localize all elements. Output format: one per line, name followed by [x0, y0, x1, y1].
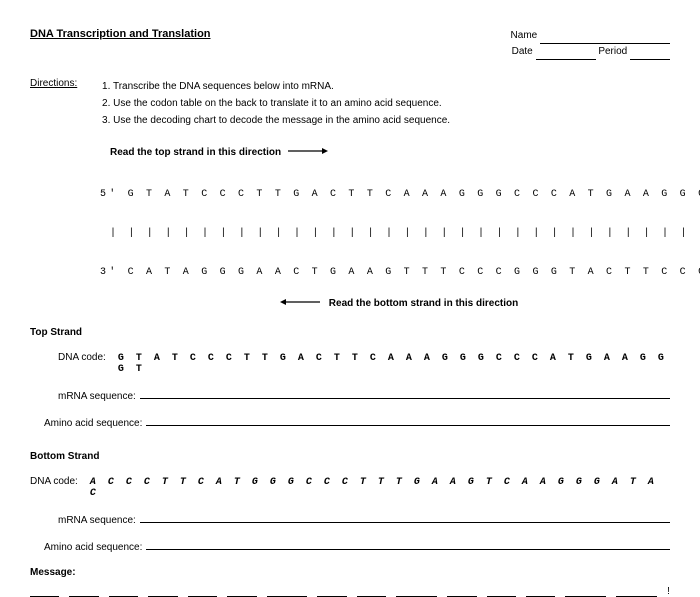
direction-item: 2. Use the codon table on the back to tr…: [102, 95, 450, 112]
bottom-aa-label: Amino acid sequence:: [44, 542, 142, 553]
directions-list: 1. Transcribe the DNA sequences below in…: [102, 78, 450, 129]
name-label: Name: [511, 30, 538, 41]
directions-label: Directions:: [30, 78, 77, 89]
seq-ticks: | | | | | | | | | | | | | | | | | | | | …: [110, 227, 670, 240]
bottom-aa-blank[interactable]: [146, 540, 670, 550]
period-label: Period: [598, 46, 627, 57]
bottom-dna-seq: A C C C T T C A T G G G C C C T T T G A …: [90, 477, 670, 499]
message-blank[interactable]: [447, 587, 476, 597]
message-blank[interactable]: [188, 587, 217, 597]
date-blank[interactable]: [536, 50, 596, 60]
read-bottom-label: Read the bottom strand in this direction: [329, 298, 518, 309]
message-exclaim: !: [667, 586, 670, 597]
top-aa-label: Amino acid sequence:: [44, 418, 142, 429]
name-date-block: Name Date Period: [511, 28, 670, 60]
top-strand-heading: Top Strand: [30, 327, 670, 338]
direction-item: 1. Transcribe the DNA sequences below in…: [102, 78, 450, 95]
page-title: DNA Transcription and Translation: [30, 28, 211, 40]
top-mrna-blank[interactable]: [140, 389, 670, 399]
bottom-dna-label: DNA code:: [30, 476, 78, 487]
top-dna-seq: G T A T C C C T T G A C T T C A A A G G …: [118, 353, 670, 375]
seq-bottom: 3' C A T A G G G A A C T G A A G T T T C…: [100, 266, 670, 279]
message-blank[interactable]: [227, 587, 256, 597]
date-label: Date: [512, 46, 533, 57]
message-blank[interactable]: [30, 587, 59, 597]
message-blank[interactable]: [267, 587, 308, 597]
read-top-label: Read the top strand in this direction: [110, 147, 281, 158]
top-mrna-label: mRNA sequence:: [58, 391, 136, 402]
message-blank[interactable]: [526, 587, 555, 597]
arrow-right-icon: [288, 147, 328, 158]
message-blank[interactable]: [487, 587, 516, 597]
bottom-mrna-label: mRNA sequence:: [58, 515, 136, 526]
direction-item: 3. Use the decoding chart to decode the …: [102, 112, 450, 129]
seq-top: 5' G T A T C C C T T G A C T T C A A A G…: [100, 188, 670, 201]
message-blank[interactable]: [565, 587, 606, 597]
bottom-strand-heading: Bottom Strand: [30, 451, 670, 462]
message-blank[interactable]: [148, 587, 177, 597]
message-blank[interactable]: [616, 587, 657, 597]
message-blanks: !: [30, 586, 670, 597]
message-blank[interactable]: [396, 587, 437, 597]
message-blank[interactable]: [109, 587, 138, 597]
message-blank[interactable]: [317, 587, 346, 597]
period-blank[interactable]: [630, 50, 670, 60]
message-label: Message:: [30, 567, 76, 578]
bottom-mrna-blank[interactable]: [140, 513, 670, 523]
arrow-left-icon: [280, 298, 320, 309]
top-aa-blank[interactable]: [146, 416, 670, 426]
top-dna-label: DNA code:: [58, 352, 106, 363]
message-blank[interactable]: [357, 587, 386, 597]
sequence-block: 5' G T A T C C C T T G A C T T C A A A G…: [100, 162, 670, 292]
message-blank[interactable]: [69, 587, 98, 597]
name-blank[interactable]: [540, 34, 670, 44]
